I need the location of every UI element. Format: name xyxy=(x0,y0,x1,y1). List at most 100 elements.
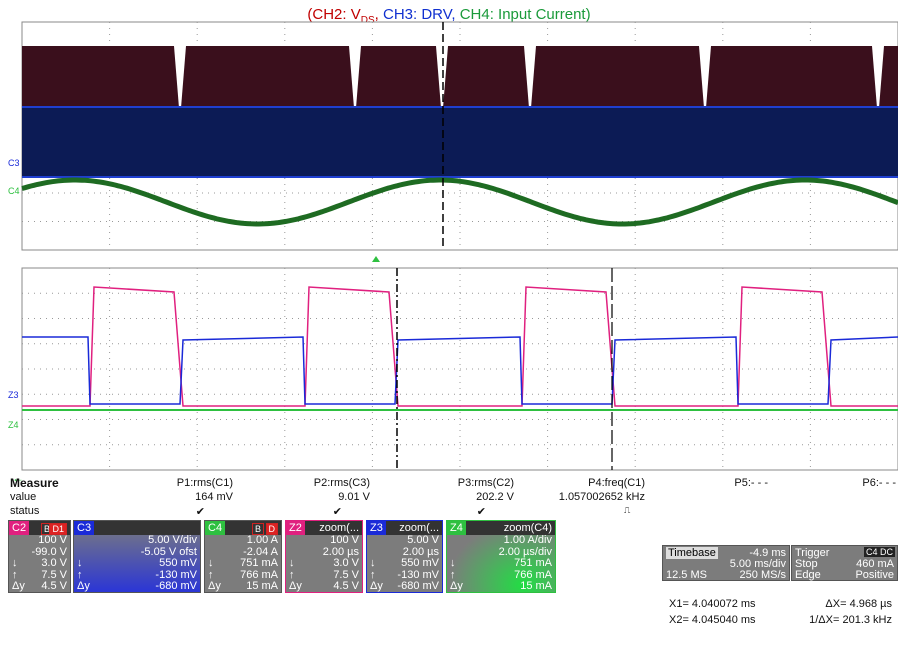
line: Δy 15 mA xyxy=(205,581,281,593)
channel-scale: 1.00 A xyxy=(247,535,278,547)
cursor-symbol: ↓ xyxy=(289,558,295,570)
cursor-symbol: Δy xyxy=(77,581,90,593)
cursor-x2: X2= 4.045040 ms xyxy=(669,614,756,626)
param-value: 9.01 V xyxy=(338,491,370,503)
trigger-marker xyxy=(372,256,380,262)
cursor-symbol: Δy xyxy=(208,581,221,593)
channel-label: Z2 xyxy=(286,521,305,535)
channel-header: Z4 zoom(C4) xyxy=(447,521,555,535)
row-label: status xyxy=(10,505,39,517)
channel-marker: Z3 xyxy=(8,390,19,400)
channel-marker: C3 xyxy=(8,158,20,168)
line: Δy 4.5 V xyxy=(9,581,70,593)
channel-box: C2BD1100 V-99.0 V↓3.0 V↑7.5 VΔy4.5 V xyxy=(8,520,71,593)
ch2-trace xyxy=(22,46,898,108)
ch3-trace xyxy=(22,106,898,178)
line: ↓ 3.0 V xyxy=(9,558,70,570)
timebase-rate: 250 MS/s xyxy=(740,569,786,581)
cursor-symbol: ↓ xyxy=(12,558,18,570)
cursor-symbol: ↓ xyxy=(77,558,83,570)
cursor-value: -680 mV xyxy=(397,581,439,593)
channel-scale: 5.00 V xyxy=(407,535,439,547)
cursor-dx: ΔX= 4.968 µs xyxy=(825,598,892,610)
row-label: value xyxy=(10,491,36,503)
param-name: P1:rms(C1) xyxy=(177,477,233,489)
channel-header: C2BD1 xyxy=(9,521,70,535)
line: ↓ 550 mV xyxy=(74,558,200,570)
trigger-type: Edge xyxy=(795,569,821,581)
param-name: P3:rms(C2) xyxy=(458,477,514,489)
cursor-value: 15 mA xyxy=(246,581,278,593)
cursor-value: 4.5 V xyxy=(41,581,67,593)
trigger-source: C4 DC xyxy=(864,547,895,557)
cursor-symbol: Δy xyxy=(450,581,463,593)
cursor-value: 550 mV xyxy=(159,558,197,570)
param-name: P5:- - - xyxy=(734,477,768,489)
param-name: P6:- - - xyxy=(862,477,896,489)
param-status: ✔ xyxy=(196,505,205,518)
channel-scale: 100 V xyxy=(330,535,359,547)
channel-source: zoom(... xyxy=(399,521,439,535)
channel-header: C3 xyxy=(74,521,200,535)
param-name: P2:rms(C3) xyxy=(314,477,370,489)
timebase-samples: 12.5 MS xyxy=(666,569,707,581)
cursor-symbol: ↓ xyxy=(450,558,456,570)
line: Δy -680 mV xyxy=(367,581,442,593)
channel-label: C4 xyxy=(205,521,225,535)
line: 1.00 A/div xyxy=(447,535,555,547)
status-icon: ⎍ xyxy=(624,505,630,516)
line: ↓ 3.0 V xyxy=(286,558,362,570)
cursor-value: 3.0 V xyxy=(41,558,67,570)
cursor-x1: X1= 4.040072 ms xyxy=(669,598,756,610)
cursor-inv-dx: 1/ΔX= 201.3 kHz xyxy=(809,614,892,626)
param-value: 164 mV xyxy=(195,491,233,503)
line: Δy 15 mA xyxy=(447,581,555,593)
line: 5.00 V xyxy=(367,535,442,547)
cursor-value: 751 mA xyxy=(514,558,552,570)
channel-header: Z2 zoom(... xyxy=(286,521,362,535)
cursor-value: 550 mV xyxy=(401,558,439,570)
channel-scale: 1.00 A/div xyxy=(504,535,552,547)
line: 1.00 A xyxy=(205,535,281,547)
channel-marker: C4 xyxy=(8,186,20,196)
line: ↓ 751 mA xyxy=(205,558,281,570)
param-status: ✔ xyxy=(477,505,486,518)
cursor-symbol: Δy xyxy=(12,581,25,593)
channel-header: Z3 zoom(... xyxy=(367,521,442,535)
cursor-symbol: ↓ xyxy=(208,558,214,570)
line: 5.00 V/div xyxy=(74,535,200,547)
line: 100 V xyxy=(9,535,70,547)
line: ↓ 751 mA xyxy=(447,558,555,570)
cursor-value: 3.0 V xyxy=(333,558,359,570)
channel-label: Z4 xyxy=(447,521,466,535)
channel-label: C2 xyxy=(9,521,29,535)
cursor-value: 751 mA xyxy=(240,558,278,570)
cursor-symbol: ↓ xyxy=(370,558,376,570)
channel-scale: 100 V xyxy=(38,535,67,547)
measure-header: Measure xyxy=(10,476,59,490)
line: ↓ 550 mV xyxy=(367,558,442,570)
channel-label: C3 xyxy=(74,521,94,535)
line: 100 V xyxy=(286,535,362,547)
channel-label: Z3 xyxy=(367,521,386,535)
timebase-label: Timebase xyxy=(666,547,718,559)
scope-screen: (CH2: VDS, CH3: DRV, CH4: Input Current)… xyxy=(0,0,898,651)
channel-source: zoom(C4) xyxy=(504,521,552,535)
cursor-value: -680 mV xyxy=(155,581,197,593)
cursor-symbol: Δy xyxy=(370,581,383,593)
param-value: 1.057002652 kHz xyxy=(559,491,645,503)
channel-scale: 5.00 V/div xyxy=(148,535,197,547)
line: Δy -680 mV xyxy=(74,581,200,593)
param-value: 202.2 V xyxy=(476,491,514,503)
channel-box: C4BD1.00 A-2.04 A↓751 mA↑766 mAΔy15 mA xyxy=(204,520,282,593)
channel-source: zoom(... xyxy=(319,521,359,535)
param-name: P4:freq(C1) xyxy=(588,477,645,489)
cursor-value: 15 mA xyxy=(520,581,552,593)
